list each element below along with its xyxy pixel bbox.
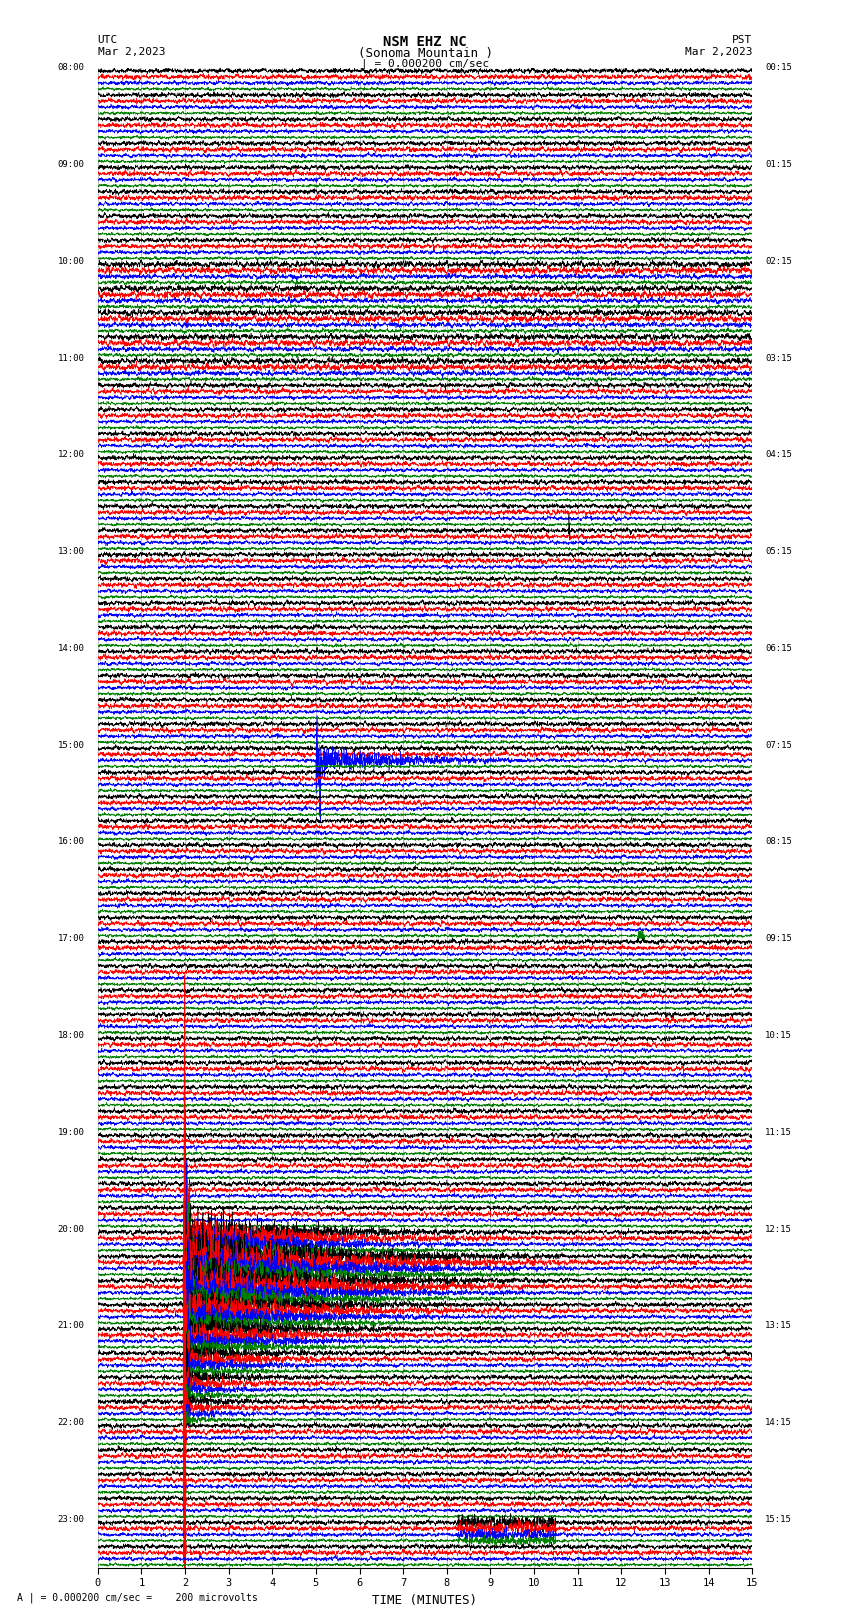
Text: 00:15: 00:15 bbox=[765, 63, 792, 73]
Text: 15:00: 15:00 bbox=[58, 740, 85, 750]
Text: 18:00: 18:00 bbox=[58, 1031, 85, 1040]
Text: A | = 0.000200 cm/sec =    200 microvolts: A | = 0.000200 cm/sec = 200 microvolts bbox=[17, 1592, 258, 1603]
Text: 23:00: 23:00 bbox=[58, 1515, 85, 1524]
Text: 01:15: 01:15 bbox=[765, 160, 792, 169]
Text: UTC: UTC bbox=[98, 35, 118, 45]
Text: 13:15: 13:15 bbox=[765, 1321, 792, 1331]
Text: 12:00: 12:00 bbox=[58, 450, 85, 460]
Text: 06:15: 06:15 bbox=[765, 644, 792, 653]
Text: 21:00: 21:00 bbox=[58, 1321, 85, 1331]
Text: 20:00: 20:00 bbox=[58, 1224, 85, 1234]
Text: 03:15: 03:15 bbox=[765, 353, 792, 363]
Text: 22:00: 22:00 bbox=[58, 1418, 85, 1428]
Text: 14:00: 14:00 bbox=[58, 644, 85, 653]
Text: 19:00: 19:00 bbox=[58, 1127, 85, 1137]
Text: 09:00: 09:00 bbox=[58, 160, 85, 169]
Text: | = 0.000200 cm/sec: | = 0.000200 cm/sec bbox=[361, 58, 489, 69]
Text: 10:15: 10:15 bbox=[765, 1031, 792, 1040]
Text: 07:15: 07:15 bbox=[765, 740, 792, 750]
Text: 16:00: 16:00 bbox=[58, 837, 85, 847]
Text: 14:15: 14:15 bbox=[765, 1418, 792, 1428]
Text: 10:00: 10:00 bbox=[58, 256, 85, 266]
Text: 11:00: 11:00 bbox=[58, 353, 85, 363]
Text: 15:15: 15:15 bbox=[765, 1515, 792, 1524]
Text: 08:00: 08:00 bbox=[58, 63, 85, 73]
Text: 08:15: 08:15 bbox=[765, 837, 792, 847]
X-axis label: TIME (MINUTES): TIME (MINUTES) bbox=[372, 1594, 478, 1607]
Text: PST: PST bbox=[732, 35, 752, 45]
Text: 02:15: 02:15 bbox=[765, 256, 792, 266]
Text: 11:15: 11:15 bbox=[765, 1127, 792, 1137]
Text: 05:15: 05:15 bbox=[765, 547, 792, 556]
Text: 12:15: 12:15 bbox=[765, 1224, 792, 1234]
Text: 09:15: 09:15 bbox=[765, 934, 792, 944]
Text: NSM EHZ NC: NSM EHZ NC bbox=[383, 35, 467, 50]
Text: Mar 2,2023: Mar 2,2023 bbox=[685, 47, 752, 56]
Text: 04:15: 04:15 bbox=[765, 450, 792, 460]
Text: Mar 2,2023: Mar 2,2023 bbox=[98, 47, 165, 56]
Text: (Sonoma Mountain ): (Sonoma Mountain ) bbox=[358, 47, 492, 60]
Text: 13:00: 13:00 bbox=[58, 547, 85, 556]
Text: 17:00: 17:00 bbox=[58, 934, 85, 944]
